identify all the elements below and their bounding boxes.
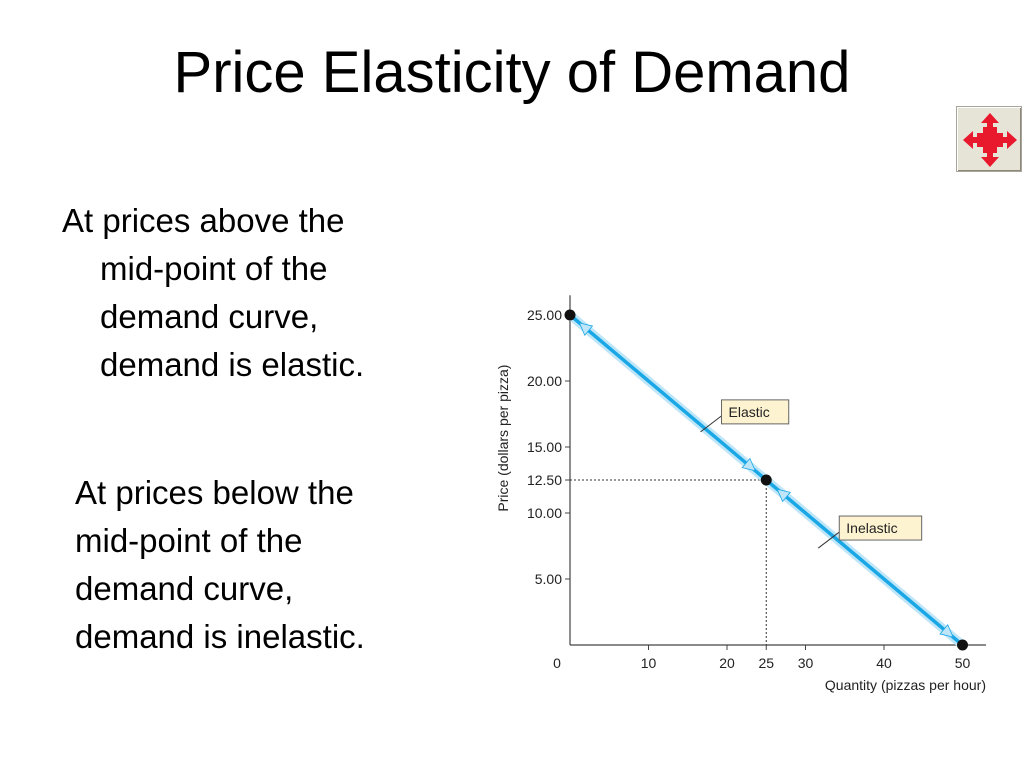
text-line: At prices below the [75, 474, 354, 511]
y-tick-label: 20.00 [527, 373, 562, 389]
arrowhead [939, 624, 954, 638]
arrowhead [776, 488, 792, 503]
text-line: demand curve, [75, 570, 294, 607]
data-point [760, 474, 772, 486]
text-line: mid-point of the [100, 250, 328, 287]
text-line: demand is elastic. [100, 346, 365, 383]
x-tick-label: 10 [641, 655, 657, 671]
inelastic-description: At prices below the mid-point of the dem… [75, 469, 365, 661]
annotation-box [838, 515, 923, 541]
annotation-leader [817, 531, 840, 549]
annotation-leader [700, 415, 722, 433]
data-point [957, 639, 968, 651]
y-tick-label: 5.00 [535, 571, 562, 587]
data-point [564, 309, 576, 321]
text-line: demand is inelastic. [75, 618, 365, 655]
y-tick-label: 10.00 [527, 505, 562, 521]
expand-arrows-icon [963, 113, 1017, 167]
y-axis-label: Price (dollars per pizza) [495, 365, 511, 512]
y-tick-label: 12.50 [527, 472, 562, 488]
x-axis-label: Quantity (pizzas per hour) [825, 677, 986, 693]
arrowhead [578, 322, 594, 336]
x-tick-label: 20 [719, 655, 735, 671]
y-tick-label: 25.00 [527, 307, 562, 323]
text-line: mid-point of the [75, 522, 303, 559]
slide-title: Price Elasticity of Demand [173, 40, 851, 105]
annotation-label: Elastic [729, 404, 770, 420]
elastic-description: At prices above the mid-point of the dem… [62, 197, 364, 389]
y-tick-label: 15.00 [527, 439, 562, 455]
annotation-box [721, 399, 790, 425]
annotation-label: Inelastic [846, 520, 897, 536]
x-tick-label: 0 [553, 655, 561, 671]
x-tick-label: 25 [758, 655, 774, 671]
demand-chart: 5.00 10.00 12.50 15.00 20.00 25.00 0 10 20 25 30 40… [495, 295, 986, 693]
text-line: At prices above the [62, 202, 345, 239]
arrowhead [741, 457, 756, 472]
x-tick-label: 50 [955, 655, 971, 671]
expand-arrows-button[interactable] [956, 106, 1022, 172]
x-tick-label: 30 [798, 655, 814, 671]
x-tick-label: 40 [876, 655, 892, 671]
text-line: demand curve, [100, 298, 319, 335]
